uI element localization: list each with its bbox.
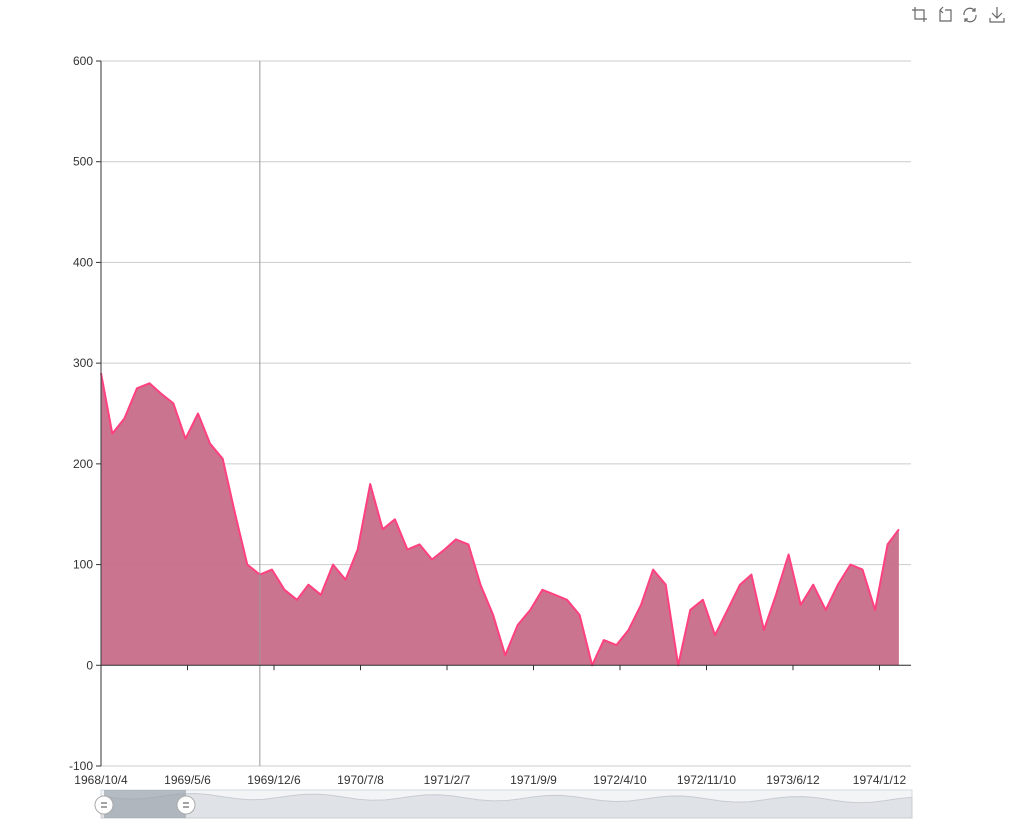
data-zoom-shadow	[100, 792, 913, 819]
toolbox	[912, 6, 1005, 23]
save-image-icon[interactable]	[989, 7, 1005, 23]
x-tick-label: 1972/11/10	[677, 773, 736, 787]
series-area	[101, 373, 899, 666]
x-tick-label: 1968/10/4	[74, 773, 128, 787]
data-zoom-handle-left[interactable]	[94, 795, 114, 815]
y-tick-label: 100	[73, 558, 93, 572]
y-tick-label: 600	[73, 54, 93, 68]
x-tick-label: 1970/7/8	[337, 773, 384, 787]
x-tick-label: 1969/12/6	[247, 773, 301, 787]
y-axis-labels: 600 500 400 300 200 100 0 -100	[69, 54, 93, 773]
y-tick-label: 300	[73, 356, 93, 370]
y-tick-label: 400	[73, 255, 93, 269]
x-tick-label: 1973/6/12	[766, 773, 820, 787]
data-zoom-slider[interactable]	[94, 789, 913, 819]
x-tick-label: 1972/4/10	[593, 773, 647, 787]
zoom-icon[interactable]	[912, 7, 927, 22]
data-zoom-window[interactable]	[104, 790, 186, 818]
x-tick-label: 1974/1/12	[853, 773, 907, 787]
y-tick-label: -100	[69, 759, 93, 773]
x-tick-label: 1971/9/9	[510, 773, 557, 787]
y-tick-label: 0	[86, 658, 93, 672]
y-tick-label: 500	[73, 155, 93, 169]
handle-knob[interactable]	[94, 795, 114, 815]
x-tick-label: 1971/2/7	[424, 773, 471, 787]
axes	[96, 60, 911, 767]
handle-knob[interactable]	[176, 795, 196, 815]
x-axis-labels: 1968/10/4 1969/5/6 1969/12/6 1970/7/8 1971/2…	[74, 773, 906, 787]
x-tick-label: 1969/5/6	[164, 773, 211, 787]
series-line	[100, 373, 900, 667]
zoom-reset-icon[interactable]	[937, 6, 952, 22]
data-zoom-handle-right[interactable]	[176, 795, 196, 815]
y-tick-label: 200	[73, 457, 93, 471]
restore-icon[interactable]	[962, 7, 978, 23]
